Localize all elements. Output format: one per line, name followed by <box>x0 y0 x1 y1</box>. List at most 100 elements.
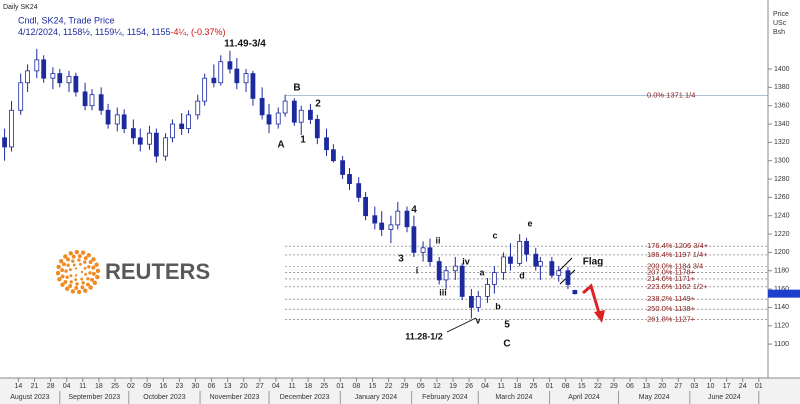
logo-dot <box>58 258 64 264</box>
logo-dot <box>86 252 92 258</box>
annotation: a <box>479 267 485 277</box>
logo-dot <box>90 277 94 282</box>
candle-body <box>475 295 481 308</box>
logo-dot <box>74 285 79 290</box>
pointer-line <box>446 317 477 333</box>
logo-dot <box>68 284 73 288</box>
candle-body <box>347 174 352 185</box>
x-tick-label: 08 <box>353 383 361 390</box>
candle-body <box>291 100 297 123</box>
candle-body <box>41 59 47 79</box>
annotation: ii <box>435 235 440 245</box>
x-tick-label: 14 <box>14 383 22 390</box>
y-tick-label: 1160 <box>774 286 789 293</box>
logo-dot <box>65 275 69 279</box>
x-tick-label: 13 <box>642 383 650 390</box>
x-tick-label: 25 <box>111 383 119 390</box>
annotation: e <box>527 218 532 228</box>
y-tick-label: 1220 <box>774 231 790 238</box>
logo-dot <box>64 269 68 273</box>
x-tick-label: 08 <box>562 383 570 390</box>
level-label: 200.0% 1184 3/4 <box>647 261 703 270</box>
x-tick-label: 19 <box>449 383 457 390</box>
month-label: December 2023 <box>280 394 330 401</box>
candle-body <box>549 261 555 276</box>
logo-dot <box>91 265 96 270</box>
candle-body <box>66 75 72 84</box>
candle-body <box>179 123 185 130</box>
y-tick-label: 1300 <box>774 158 790 165</box>
candle-body <box>372 215 378 224</box>
logo-dot <box>71 259 75 263</box>
level-label: 214.6% 1171+ <box>647 274 696 283</box>
candle-body <box>572 290 578 295</box>
y-tick-label: 1200 <box>774 249 790 256</box>
logo-dot <box>83 260 87 264</box>
x-tick-label: 18 <box>513 383 521 390</box>
x-tick-label: 11 <box>498 383 505 390</box>
logo-dot <box>68 251 73 256</box>
y-tick-label: 1120 <box>774 323 789 330</box>
annotation: v <box>475 315 480 325</box>
candle-body <box>234 68 240 84</box>
candle-body <box>89 94 95 107</box>
candle-body <box>186 114 191 130</box>
x-tick-label: 02 <box>127 383 135 390</box>
annotation: Flag <box>583 257 604 268</box>
y-tick-label: 1260 <box>774 194 790 201</box>
logo-dot <box>60 274 65 279</box>
annotation: d <box>519 270 525 280</box>
annotation: iv <box>462 256 470 266</box>
logo-dot <box>83 266 87 270</box>
change-text: -4¼, (-0.37%) <box>170 27 225 37</box>
watermark: REUTERS <box>105 259 210 284</box>
logo-dot <box>55 270 61 276</box>
logo-dot <box>76 289 82 295</box>
candle-body <box>452 265 458 272</box>
candle-body <box>533 253 539 267</box>
month-label: June 2024 <box>708 394 741 401</box>
logo-dot <box>95 274 100 280</box>
x-tick-label: 20 <box>658 383 666 390</box>
subtitle: Cndl, SK24, Trade Price <box>18 15 115 25</box>
logo-dot <box>85 282 90 287</box>
logo-dot <box>74 249 80 255</box>
x-tick-label: 12 <box>433 383 441 390</box>
annotation: b <box>495 301 501 311</box>
ohlc-line: 4/12/2024, 1158½, 1159¼, 1154, 1155-4¼, … <box>18 27 226 37</box>
x-tick-label: 05 <box>417 383 425 390</box>
x-tick-label: 16 <box>159 383 167 390</box>
level-label: 238.2% 1149+ <box>647 294 696 303</box>
logo-dot <box>69 274 73 278</box>
candle-body <box>468 295 474 308</box>
logo-dot <box>71 254 76 259</box>
logo-dot <box>77 254 82 259</box>
candle-body <box>363 196 369 217</box>
candle-body <box>82 91 88 107</box>
y-tick-label: 1180 <box>774 268 789 275</box>
y-tick-label: 1400 <box>774 66 790 73</box>
candle-body <box>163 137 168 157</box>
candle-body <box>227 61 233 70</box>
logo-dot <box>81 281 85 285</box>
y-tick-label: 1100 <box>774 341 789 348</box>
logo-dot <box>74 278 78 282</box>
candle-body <box>404 210 410 228</box>
candle-body <box>427 247 433 262</box>
annotation: c <box>492 230 497 240</box>
logo-dot <box>74 267 78 270</box>
x-tick-label: 11 <box>79 383 86 390</box>
candle-body <box>308 109 313 120</box>
annotation: 11.49-3/4 <box>224 39 266 50</box>
x-tick-label: 04 <box>63 383 71 390</box>
candle-body <box>379 222 385 230</box>
y-axis-label: USc <box>773 20 787 27</box>
logo-dot <box>75 282 79 286</box>
x-tick-label: 21 <box>31 383 39 390</box>
candle-body <box>18 82 24 111</box>
x-tick-label: 22 <box>385 383 393 390</box>
candle-body <box>266 114 272 125</box>
candle-body <box>331 149 336 162</box>
logo-dot <box>69 280 73 284</box>
candle-body <box>211 77 217 84</box>
